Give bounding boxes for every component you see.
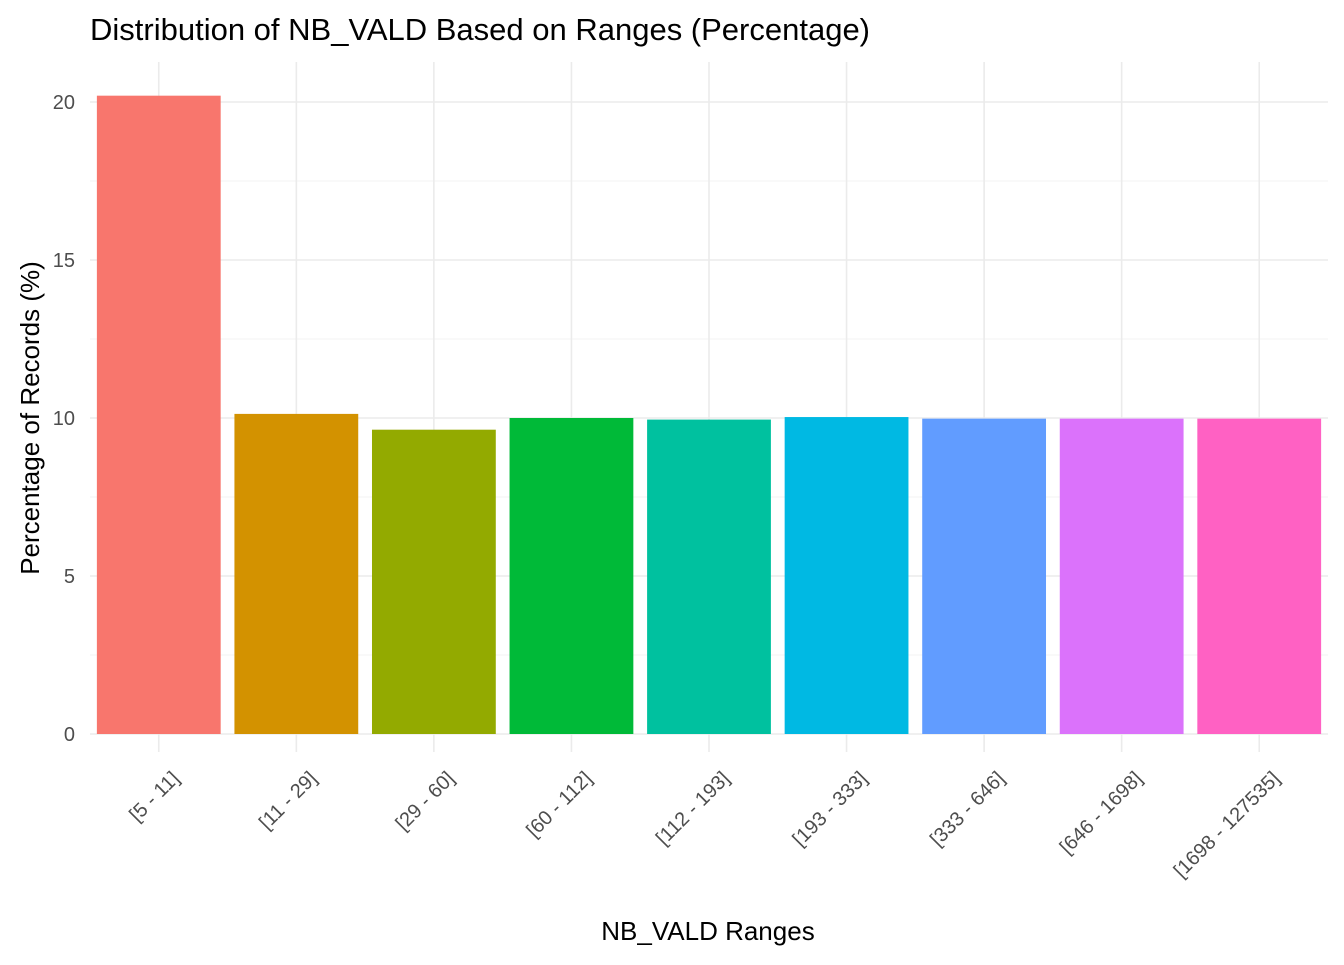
bar bbox=[647, 419, 771, 734]
bar bbox=[234, 413, 359, 734]
bar bbox=[922, 418, 1047, 734]
chart-title: Distribution of NB_VALD Based on Ranges … bbox=[90, 12, 870, 47]
x-tick-label: [112 - 193] bbox=[652, 768, 734, 850]
y-axis-title: Percentage of Records (%) bbox=[15, 261, 45, 575]
x-tick-label: [1698 - 127535] bbox=[1170, 768, 1285, 883]
y-tick-label: 20 bbox=[53, 92, 75, 114]
x-tick-label: [5 - 11] bbox=[125, 768, 184, 827]
x-tick-label: [646 - 1698] bbox=[1056, 768, 1147, 859]
bar bbox=[509, 418, 634, 734]
y-tick-label: 10 bbox=[53, 408, 75, 430]
bar bbox=[1197, 418, 1322, 734]
x-tick-label: [29 - 60] bbox=[392, 768, 459, 835]
x-tick-label: [333 - 646] bbox=[926, 768, 1009, 851]
bar bbox=[1059, 418, 1184, 734]
y-tick-label: 15 bbox=[53, 250, 75, 272]
x-tick-label: [60 - 112] bbox=[522, 768, 596, 842]
y-tick-label: 0 bbox=[64, 724, 75, 746]
y-axis-ticks: 0 5 10 15 20 bbox=[53, 92, 75, 746]
x-axis-ticks: [5 - 11] [11 - 29] [29 - 60] [60 - 112] [112… bbox=[125, 768, 1284, 883]
bar bbox=[96, 95, 221, 735]
bar bbox=[784, 417, 909, 734]
x-axis-title: NB_VALD Ranges bbox=[601, 916, 814, 946]
y-tick-label: 5 bbox=[64, 566, 75, 588]
x-tick-label: [11 - 29] bbox=[255, 768, 321, 834]
bar bbox=[371, 429, 496, 734]
x-tick-label: [193 - 333] bbox=[789, 768, 872, 851]
bars bbox=[96, 95, 1322, 735]
